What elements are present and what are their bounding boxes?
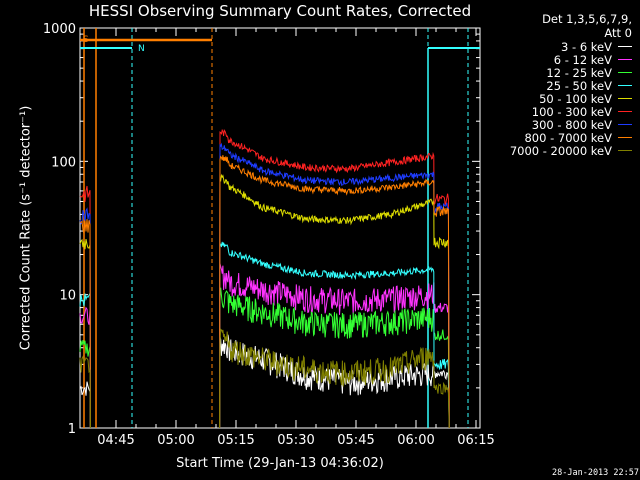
legend-detectors: Det 1,3,5,6,7,9,: [542, 12, 632, 26]
plot-frame: [79, 27, 481, 429]
legend-item: 300 - 800 keV: [486, 117, 632, 132]
legend-item-label: 100 - 300 keV: [531, 104, 612, 119]
chart-title: HESSI Observing Summary Count Rates, Cor…: [88, 2, 472, 20]
series-line: [79, 306, 91, 429]
legend-swatch: [618, 136, 632, 139]
series-line: [79, 339, 91, 429]
x-tick-label: 05:45: [337, 433, 374, 448]
legend-swatch: [618, 110, 632, 113]
series-line: [79, 381, 91, 429]
legend-item: 25 - 50 keV: [486, 78, 632, 93]
series-line: [219, 263, 450, 429]
legend-item: 50 - 100 keV: [486, 91, 632, 106]
series-line: [219, 328, 450, 429]
x-tick-label: 05:30: [277, 433, 314, 448]
y-tick-label: 100: [51, 155, 76, 170]
series-line: [79, 207, 91, 429]
series-line: [219, 128, 450, 429]
legend: Det 1,3,5,6,7,9, Att 0 3 - 6 keV 6 - 12 k…: [486, 12, 632, 158]
x-tick-label: 05:15: [217, 433, 254, 448]
legend-swatch: [618, 97, 632, 100]
n-label: N: [138, 44, 145, 54]
y-axis-label: Corrected Count Rate (s⁻¹ detector⁻¹): [18, 105, 34, 351]
legend-item-label: 6 - 12 keV: [553, 52, 612, 67]
y-tick-label: 1: [68, 422, 76, 437]
x-axis-label: Start Time (29-Jan-13 04:36:02): [176, 456, 384, 471]
legend-swatch: [618, 71, 632, 74]
series-line: [79, 219, 91, 429]
x-tick-label: 06:00: [397, 433, 434, 448]
series-line: [79, 292, 91, 429]
legend-item: 6 - 12 keV: [486, 52, 632, 67]
series-line: [79, 355, 91, 429]
series-line: [219, 241, 450, 429]
x-tick-label: 06:15: [457, 433, 494, 448]
legend-swatch: [618, 123, 632, 126]
series-line: [219, 173, 450, 429]
legend-swatch: [618, 84, 632, 87]
legend-item-label: 12 - 25 keV: [546, 65, 612, 80]
series-line: [219, 142, 450, 429]
legend-attenuator: Att 0: [604, 26, 632, 40]
legend-swatch: [618, 58, 632, 61]
s-label: S: [83, 35, 89, 45]
y-tick-label: 10: [59, 289, 76, 304]
legend-swatch: [618, 149, 632, 152]
series-line: [219, 155, 450, 429]
legend-item: 800 - 7000 keV: [486, 130, 632, 145]
legend-item-label: 25 - 50 keV: [546, 78, 612, 93]
x-tick-label: 05:00: [157, 433, 194, 448]
x-tick-label: 04:45: [97, 433, 134, 448]
series-line: [219, 334, 450, 429]
legend-item: 7000 - 20000 keV: [486, 143, 632, 158]
legend-item-label: 800 - 7000 keV: [524, 130, 612, 145]
legend-item: 100 - 300 keV: [486, 104, 632, 119]
series-line: [79, 185, 91, 429]
legend-item-label: 50 - 100 keV: [539, 91, 612, 106]
legend-item: 3 - 6 keV: [486, 39, 632, 54]
legend-swatch: [618, 45, 632, 48]
legend-item-label: 3 - 6 keV: [561, 39, 612, 54]
timestamp: 28-Jan-2013 22:57: [552, 468, 639, 478]
legend-item-label: 300 - 800 keV: [531, 117, 612, 132]
legend-item: 12 - 25 keV: [486, 65, 632, 80]
y-tick-label: 1000: [43, 22, 76, 37]
series-line: [219, 287, 450, 429]
series-line: [79, 238, 91, 429]
legend-item-label: 7000 - 20000 keV: [509, 143, 612, 158]
